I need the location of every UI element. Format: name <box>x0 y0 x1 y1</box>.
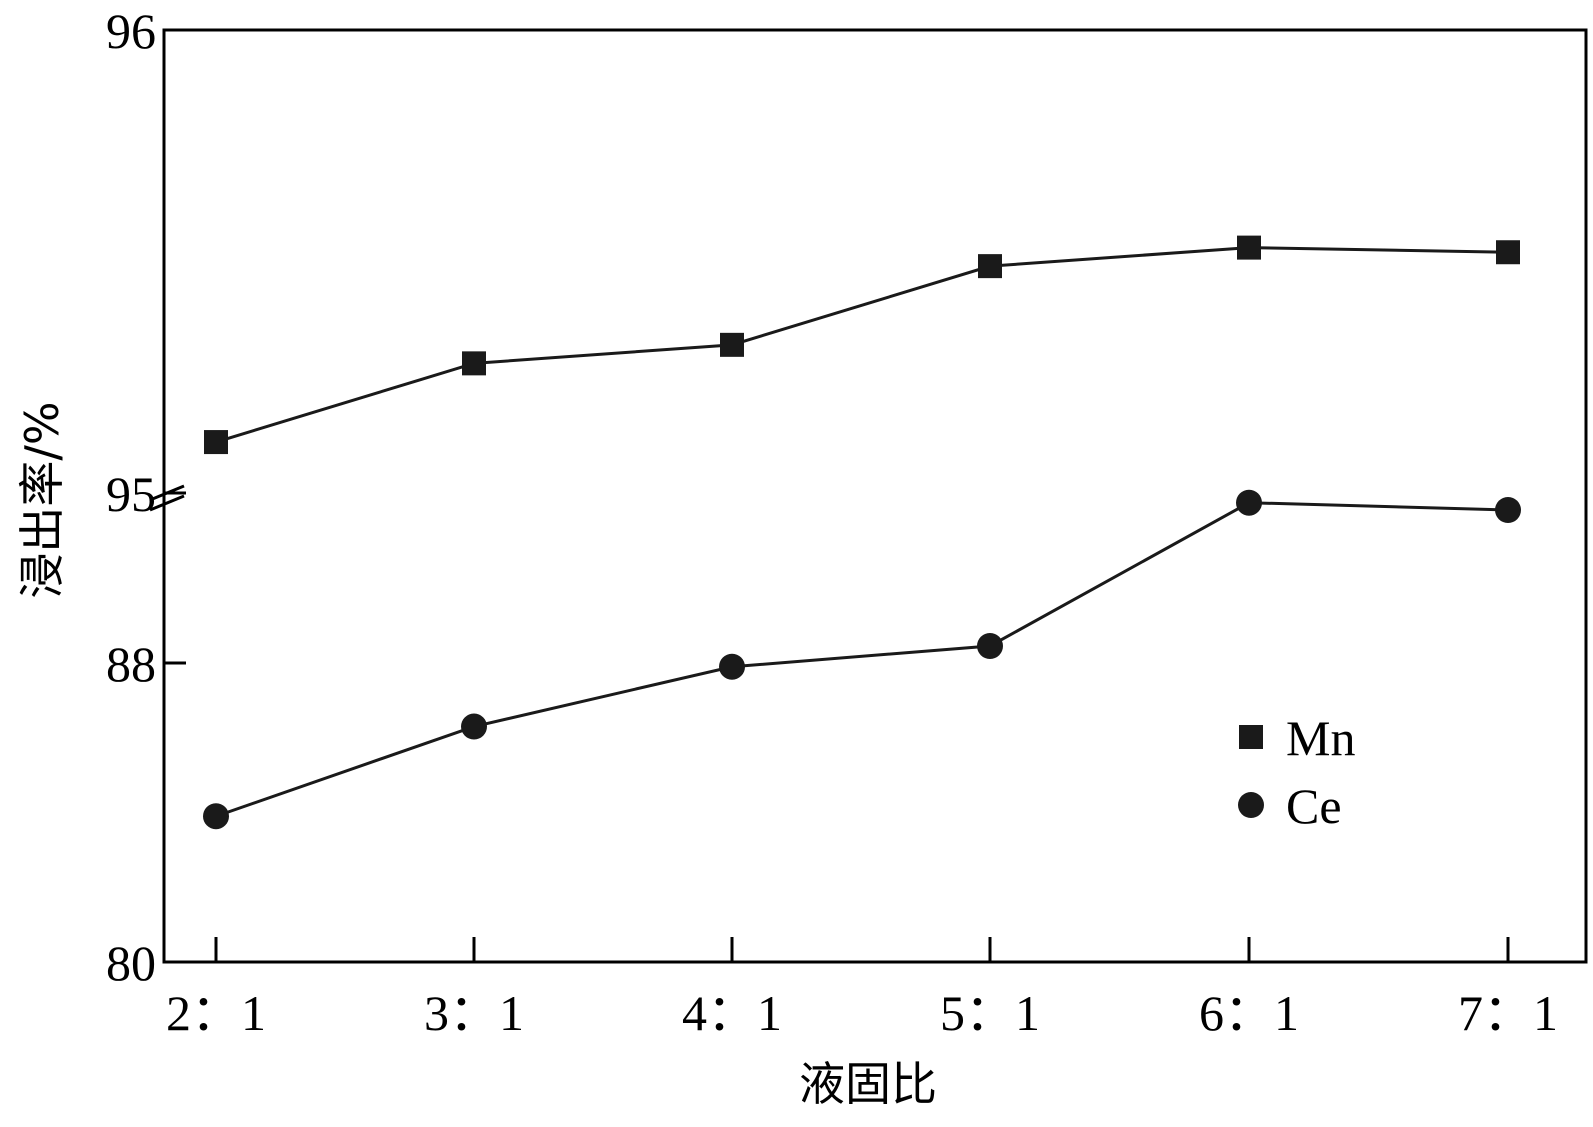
y-tick-labels: 80 88 95 96 <box>106 3 156 991</box>
x-tick-label: 2：1 <box>166 985 266 1041</box>
y-axis-title: 浸出率/% <box>15 401 69 598</box>
point-ce <box>1236 489 1262 516</box>
y-tick-label: 88 <box>106 636 156 692</box>
point-mn <box>720 332 744 357</box>
plot-frame <box>162 28 1588 964</box>
series-line-mn <box>215 246 1509 444</box>
point-ce <box>977 633 1003 659</box>
y-tick-label: 96 <box>106 3 156 59</box>
series-layer <box>203 235 1521 830</box>
point-ce <box>719 653 745 680</box>
y-tick-label: 95 <box>106 466 156 522</box>
x-tick-label: 7：1 <box>1458 985 1558 1041</box>
legend-marker-ce <box>1238 792 1264 818</box>
x-axis-title: 液固比 <box>799 1057 937 1111</box>
point-mn <box>204 430 228 455</box>
y-tick-label: 80 <box>106 935 156 991</box>
point-mn <box>462 351 486 376</box>
x-tick-labels: 2：1 3：1 4：1 5：1 6：1 7：1 <box>166 985 1558 1041</box>
series-line-ce <box>215 501 1509 818</box>
legend: Mn Ce <box>1238 710 1355 834</box>
point-ce <box>1495 497 1521 523</box>
point-mn <box>1496 240 1520 265</box>
point-ce <box>461 713 487 740</box>
point-mn <box>1237 235 1261 260</box>
axis-break-mark <box>149 484 185 512</box>
legend-label-mn: Mn <box>1286 710 1355 766</box>
x-tick-label: 3：1 <box>424 985 524 1041</box>
x-tick-label: 4：1 <box>682 985 782 1041</box>
x-tick-label: 6：1 <box>1199 985 1299 1041</box>
legend-marker-mn <box>1239 725 1263 749</box>
point-mn <box>978 254 1002 279</box>
x-tick-label: 5：1 <box>940 985 1040 1041</box>
legend-label-ce: Ce <box>1286 778 1342 834</box>
point-ce <box>203 803 229 830</box>
